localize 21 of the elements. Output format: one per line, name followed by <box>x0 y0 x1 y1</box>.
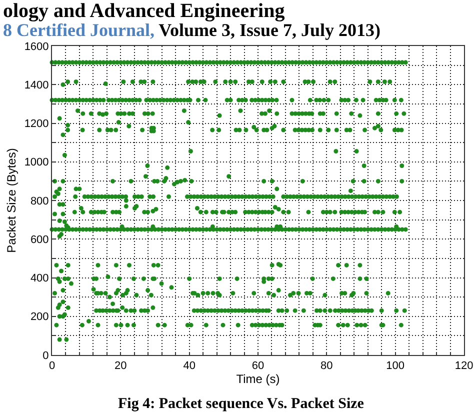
x-tick-label: 120 <box>454 360 474 372</box>
caption: Fig 4: Packet sequence Vs. Packet Size <box>118 396 364 412</box>
text: ology and Advanced Engineering <box>3 0 285 22</box>
x-tick-label: 60 <box>252 360 264 372</box>
y-tick-label: 600 <box>30 234 49 246</box>
y-tick-label: 1000 <box>24 156 49 169</box>
x-tick-label: 20 <box>114 360 127 372</box>
x-tick-label: 100 <box>386 360 405 372</box>
x-tick-label: 40 <box>183 360 196 372</box>
y-tick-label: 1400 <box>24 79 49 92</box>
x-axis-title: Time (s) <box>236 372 280 386</box>
text: Volume 3, Issue 7, July 2013) <box>158 20 381 40</box>
y-tick-label: 1200 <box>24 118 49 130</box>
y-tick-label: 200 <box>30 311 49 324</box>
y-tick-label: 1600 <box>24 40 49 53</box>
y-tick-label: 400 <box>30 272 49 285</box>
y-axis-title: Packet Size (Bytes) <box>4 148 19 253</box>
x-tick-label: 80 <box>320 360 333 372</box>
text: 8 Certified Journal, <box>3 20 154 40</box>
y-tick-label: 800 <box>30 195 49 208</box>
y-tick-label: 0 <box>42 350 49 362</box>
